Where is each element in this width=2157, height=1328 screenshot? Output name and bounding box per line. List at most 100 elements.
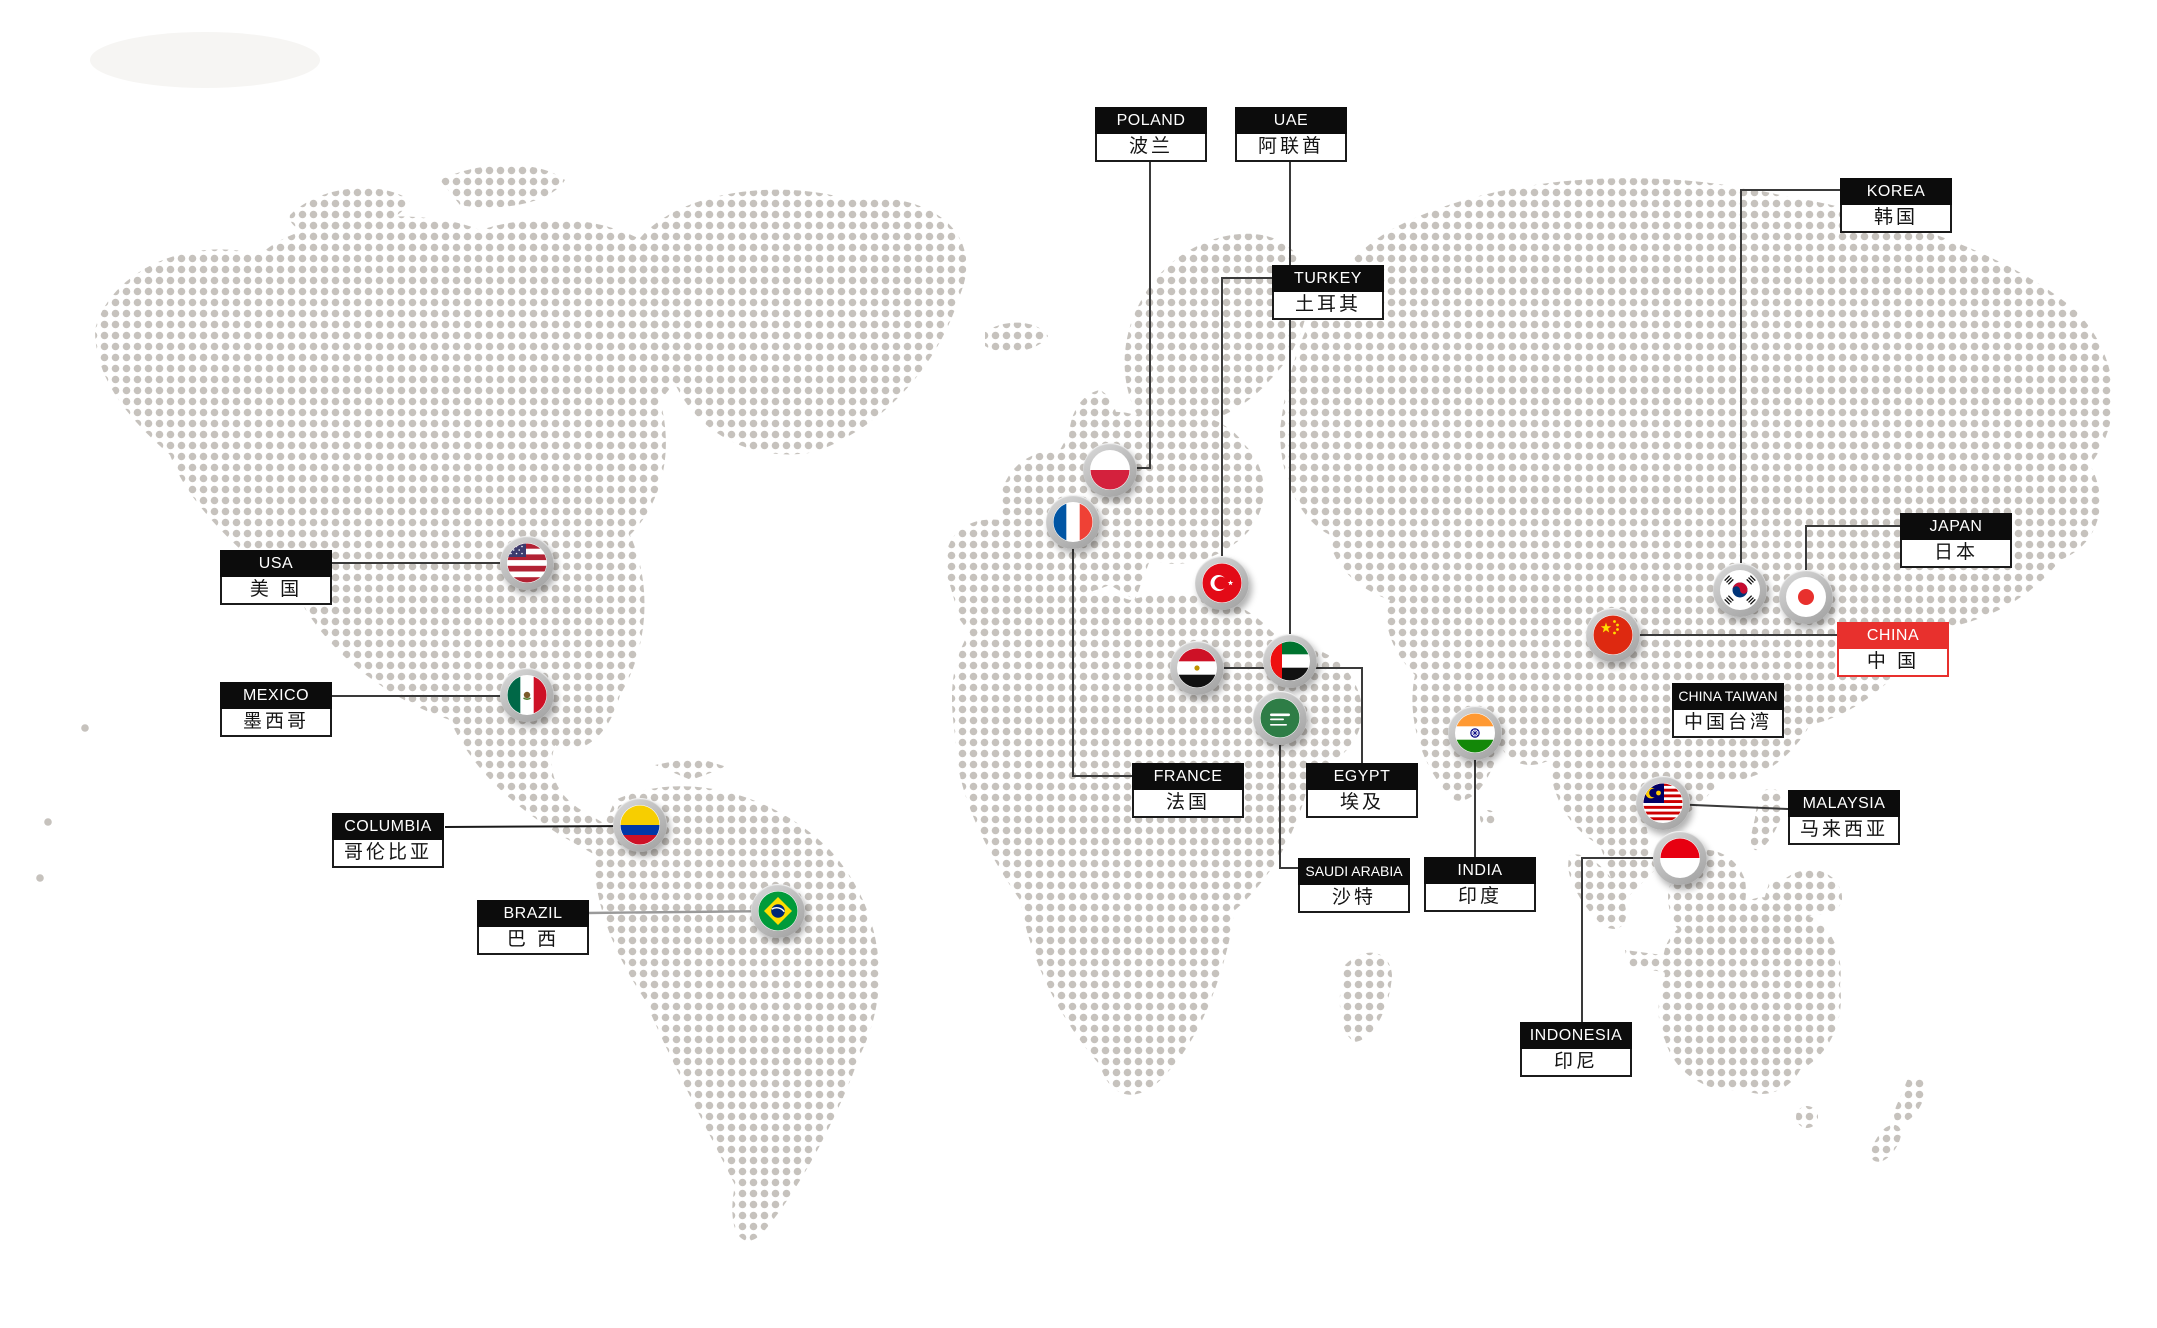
arctic-islands: [289, 165, 565, 235]
country-label-brazil: BRAZIL 巴 西: [477, 900, 589, 955]
china-flag-marker[interactable]: [1586, 608, 1640, 662]
country-name-zh: 中国台湾: [1672, 710, 1784, 738]
country-label-poland: POLAND 波兰: [1095, 107, 1207, 162]
tasmania: [1796, 1106, 1818, 1128]
country-label-japan: JAPAN 日本: [1900, 513, 2012, 568]
country-name-zh: 法国: [1132, 790, 1244, 818]
country-label-saudi-arabia: SAUDI ARABIA 沙特: [1298, 858, 1410, 913]
new-zealand: [1871, 1076, 1927, 1162]
country-name-zh: 巴 西: [477, 927, 589, 955]
country-name-en: JAPAN: [1900, 513, 2012, 540]
scandinavia: [1124, 233, 1309, 428]
france-connector: [1072, 540, 1132, 777]
brazil-connector: [586, 909, 779, 915]
country-name-en: COLUMBIA: [332, 813, 444, 840]
country-name-zh: 中 国: [1837, 649, 1949, 677]
country-name-en: TURKEY: [1272, 265, 1384, 292]
malaysia-flag-marker[interactable]: [1636, 776, 1690, 830]
country-name-en: EGYPT: [1306, 763, 1418, 790]
country-label-malaysia: MALAYSIA 马来西亚: [1788, 790, 1900, 845]
country-name-en: UAE: [1235, 107, 1347, 134]
country-label-france: FRANCE 法国: [1132, 763, 1244, 818]
saudi-arabia-flag-marker[interactable]: [1253, 691, 1307, 745]
turkey-flag-icon: [1202, 563, 1242, 603]
country-name-en: CHINA TAIWAN: [1672, 683, 1784, 710]
country-name-zh: 美 国: [220, 577, 332, 605]
stray-dots: [36, 724, 89, 882]
australia: [1658, 897, 1841, 1094]
continent-south-america: [595, 786, 880, 1241]
country-name-en: SAUDI ARABIA: [1298, 858, 1410, 885]
uae-flag-icon: [1270, 641, 1310, 681]
country-name-en: MEXICO: [220, 682, 332, 709]
india-flag-marker[interactable]: [1448, 706, 1502, 760]
country-name-en: CHINA: [1837, 622, 1949, 649]
japan-flag-marker[interactable]: [1779, 570, 1833, 624]
country-name-zh: 印度: [1424, 884, 1536, 912]
poland-connector: [1118, 158, 1151, 469]
uae-flag-marker[interactable]: [1263, 634, 1317, 688]
country-name-zh: 沙特: [1298, 885, 1410, 913]
country-name-en: INDONESIA: [1520, 1022, 1632, 1049]
indonesia-flag-marker[interactable]: [1653, 831, 1707, 885]
turkey-connector: [1221, 277, 1272, 578]
country-name-zh: 波兰: [1095, 134, 1207, 162]
country-label-indonesia: INDONESIA 印尼: [1520, 1022, 1632, 1077]
country-label-india: INDIA 印度: [1424, 857, 1536, 912]
brazil-flag-icon: [758, 891, 798, 931]
country-label-columbia: COLUMBIA 哥伦比亚: [332, 813, 444, 868]
india-flag-icon: [1455, 713, 1495, 753]
country-name-zh: 韩国: [1840, 205, 1952, 233]
madagascar: [1339, 952, 1392, 1042]
caribbean: [655, 757, 727, 780]
mexico-flag-marker[interactable]: [500, 668, 554, 722]
iceland: [985, 322, 1048, 352]
egypt-flag-marker[interactable]: [1170, 641, 1224, 695]
korea-connector: [1740, 189, 1840, 585]
country-name-zh: 印尼: [1520, 1049, 1632, 1077]
japan-flag-icon: [1786, 577, 1826, 617]
country-name-en: USA: [220, 550, 332, 577]
turkey-flag-marker[interactable]: [1195, 556, 1249, 610]
country-label-uae: UAE 阿联酋: [1235, 107, 1347, 162]
country-label-china-taiwan: CHINA TAIWAN 中国台湾: [1672, 683, 1784, 738]
country-name-en: INDIA: [1424, 857, 1536, 884]
malaysia-flag-icon: [1643, 783, 1683, 823]
egypt-connector: [1205, 667, 1363, 763]
country-label-egypt: EGYPT 埃及: [1306, 763, 1418, 818]
saudi-arabia-flag-icon: [1260, 698, 1300, 738]
mexico-flag-icon: [507, 675, 547, 715]
country-name-zh: 日本: [1900, 540, 2012, 568]
saudi-arabia-connector: [1279, 730, 1298, 869]
country-name-zh: 埃及: [1306, 790, 1418, 818]
country-label-usa: USA 美 国: [220, 550, 332, 605]
poland-flag-marker[interactable]: [1083, 443, 1137, 497]
country-label-korea: KOREA 韩国: [1840, 178, 1952, 233]
country-label-turkey: TURKEY 土耳其: [1272, 265, 1384, 320]
korea-flag-marker[interactable]: [1713, 563, 1767, 617]
country-name-en: POLAND: [1095, 107, 1207, 134]
colombia-flag-marker[interactable]: [613, 798, 667, 852]
taiwan-island: [1739, 736, 1766, 773]
greenland: [623, 189, 967, 455]
country-name-en: MALAYSIA: [1788, 790, 1900, 817]
indonesia-flag-icon: [1660, 838, 1700, 878]
country-name-zh: 哥伦比亚: [332, 840, 444, 868]
colombia-connector: [444, 825, 641, 828]
brazil-flag-marker[interactable]: [751, 884, 805, 938]
continent-europe: [945, 411, 1264, 640]
korea-flag-icon: [1720, 570, 1760, 610]
country-name-zh: 墨西哥: [220, 709, 332, 737]
usa-flag-marker[interactable]: [500, 536, 554, 590]
country-name-zh: 马来西亚: [1788, 817, 1900, 845]
country-label-mexico: MEXICO 墨西哥: [220, 682, 332, 737]
map-smudge: [90, 32, 320, 88]
sri-lanka: [1480, 810, 1496, 826]
france-flag-marker[interactable]: [1046, 495, 1100, 549]
country-name-en: BRAZIL: [477, 900, 589, 927]
country-name-en: FRANCE: [1132, 763, 1244, 790]
country-name-zh: 土耳其: [1272, 292, 1384, 320]
philippines: [1750, 788, 1785, 851]
